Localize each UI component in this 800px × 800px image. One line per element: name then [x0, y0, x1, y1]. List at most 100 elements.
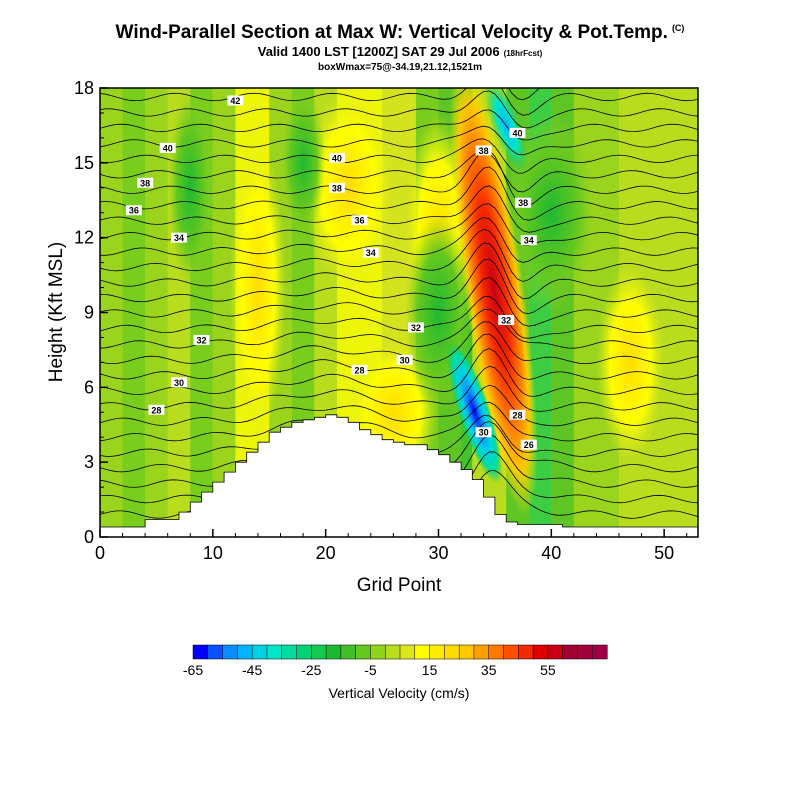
colorbar-swatch	[370, 644, 386, 660]
forecast-hour: (18hrFcst)	[503, 49, 543, 58]
y-tick-label: 15	[74, 153, 94, 173]
box-wmax-info: boxWmax=75@-34.19,21.12,1521m	[317, 62, 483, 73]
colorbar-tick-label: -65	[183, 662, 203, 678]
contour-label: 28	[351, 364, 368, 375]
contour-labels: 42 40 40 40 38 38 38 38 36 36 34 34 34 32 32 32 30 30 30 28…	[125, 95, 537, 450]
contour-label-text: 36	[129, 206, 139, 216]
contour-label: 38	[137, 177, 154, 188]
contour-label-text: 34	[524, 236, 534, 246]
theta-contour	[100, 321, 698, 365]
y-tick-label: 12	[74, 228, 94, 248]
theta-contour	[100, 401, 698, 442]
contour-label-text: 30	[400, 355, 410, 365]
theta-contour	[100, 242, 698, 300]
contour-label: 42	[227, 95, 244, 106]
colorbar-swatch	[192, 644, 209, 660]
theta-contour	[100, 125, 698, 156]
contour-label: 32	[498, 314, 515, 325]
theta-contour	[100, 277, 698, 327]
x-tick-label: 50	[654, 543, 674, 563]
theta-contour	[100, 138, 698, 174]
contour-label-text: 42	[230, 96, 240, 106]
theta-contour	[100, 365, 698, 412]
contour-label: 36	[125, 205, 142, 216]
colorbar-tick-label: -45	[242, 662, 262, 678]
contour-label-text: 36	[355, 216, 365, 226]
field-blob	[596, 262, 665, 463]
colorbar-tick-label: 55	[540, 662, 556, 678]
contour-label-text: 32	[197, 335, 207, 345]
contour-label: 28	[509, 409, 526, 420]
contour-label: 34	[170, 232, 187, 243]
colorbar-swatch	[311, 644, 327, 660]
contour-label-text: 28	[151, 405, 161, 415]
colorbar-swatch	[547, 644, 564, 660]
contour-label: 32	[193, 334, 210, 345]
colorbar-swatch	[518, 644, 534, 660]
contour-label-text: 38	[518, 198, 528, 208]
colorbar-swatch	[591, 644, 608, 660]
contour-label: 30	[475, 427, 492, 438]
contour-label-text: 38	[332, 183, 342, 193]
field-band	[100, 88, 123, 537]
contour-label-text: 38	[140, 178, 150, 188]
x-tick-label: 40	[541, 543, 561, 563]
contour-label: 40	[509, 127, 526, 138]
x-tick-label: 30	[428, 543, 448, 563]
contour-label: 38	[475, 145, 492, 156]
field-band	[145, 88, 168, 537]
contour-label: 30	[396, 354, 413, 365]
contour-label-text: 34	[366, 248, 376, 258]
colorbar-swatch	[577, 644, 593, 660]
downdraft-core	[446, 340, 503, 484]
colorbar-swatch	[237, 644, 253, 660]
contour-label-text: 26	[524, 440, 534, 450]
colorbar-swatch	[207, 644, 224, 660]
theta-contour	[100, 150, 698, 193]
contour-label: 38	[515, 197, 532, 208]
colorbar-tick-label: 15	[422, 662, 438, 678]
colorbar-swatch	[488, 644, 505, 660]
contour-label-text: 30	[479, 428, 489, 438]
contour-label-text: 40	[512, 128, 522, 138]
contour-label-text: 38	[479, 146, 489, 156]
theta-contour	[100, 149, 698, 207]
y-tick-label: 3	[84, 452, 94, 472]
colorbar-tick-label: 35	[481, 662, 497, 678]
x-tick-label: 0	[95, 543, 105, 563]
field-blob	[506, 112, 597, 313]
colorbar-swatch	[355, 644, 371, 660]
contour-label: 38	[328, 182, 345, 193]
contour-label: 34	[520, 235, 537, 246]
colorbar: -65 -45 -25 -5 15 35 55	[183, 644, 608, 678]
colorbar-swatch	[384, 644, 401, 660]
colorbar-swatch	[325, 644, 342, 660]
contour-label-text: 32	[501, 315, 511, 325]
theta-contour	[100, 228, 698, 282]
colorbar-swatch	[458, 644, 475, 660]
theta-contour	[100, 258, 698, 315]
colorbar-swatch	[503, 644, 519, 660]
field-blob	[280, 88, 326, 238]
field-band	[212, 88, 236, 537]
colorbar-swatch	[296, 644, 312, 660]
y-tick-label: 6	[84, 377, 94, 397]
theta-contour	[100, 88, 698, 116]
theta-contour	[100, 109, 698, 141]
colorbar-swatch	[251, 644, 268, 660]
colorbar-swatch	[222, 644, 238, 660]
contour-label: 40	[328, 152, 345, 163]
contour-label-text: 40	[163, 143, 173, 153]
contour-label-text: 34	[174, 233, 184, 243]
contour-label: 32	[407, 322, 424, 333]
colorbar-tick-label: -25	[301, 662, 321, 678]
contour-label: 28	[148, 404, 165, 415]
colorbar-tick-label: -5	[364, 662, 377, 678]
colorbar-swatch	[562, 644, 578, 660]
colorbar-label: Vertical Velocity (cm/s)	[328, 685, 470, 701]
colorbar-swatch	[266, 644, 283, 660]
theta-contour	[100, 295, 698, 339]
field-blob	[303, 88, 394, 288]
colorbar-swatch	[532, 644, 549, 660]
